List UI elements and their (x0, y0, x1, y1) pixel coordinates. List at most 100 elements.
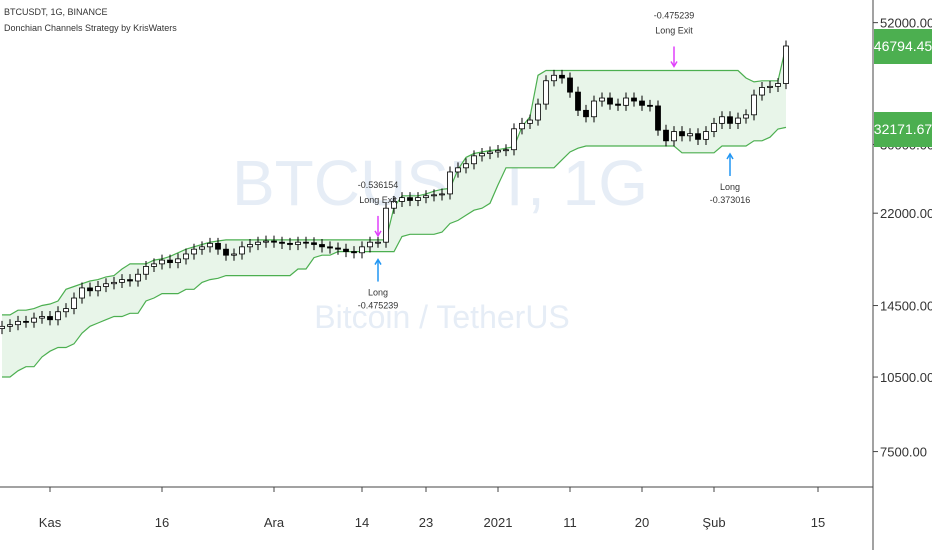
candle-body (775, 83, 781, 87)
candle-body (415, 197, 421, 201)
candle (255, 236, 261, 251)
candle-body (223, 248, 229, 256)
candle (711, 117, 717, 138)
time-tick-label: 2021 (484, 515, 513, 530)
time-tick-label: 20 (635, 515, 649, 530)
candle-body (183, 253, 189, 260)
candle-body (31, 317, 37, 323)
time-tick-label: Ara (264, 515, 285, 530)
candle-body (327, 246, 333, 249)
last-price-label-bg (874, 29, 932, 64)
candle-body (303, 241, 309, 244)
candle (247, 239, 253, 253)
candle-body (551, 74, 557, 82)
candle-body (335, 247, 341, 250)
candle-body (695, 133, 701, 140)
channel-price-label: 32171.67 (874, 121, 932, 137)
candle-body (727, 116, 733, 124)
candle (0, 320, 5, 335)
candle-body (567, 77, 573, 93)
candle-body (391, 201, 397, 209)
candle-body (735, 117, 741, 124)
candle-body (703, 131, 709, 140)
candle-body (471, 155, 477, 165)
long-value: -0.373016 (710, 195, 751, 205)
candle (15, 315, 21, 331)
candle (759, 82, 765, 101)
candle-body (247, 244, 253, 248)
candle-body (103, 283, 109, 287)
candle (127, 274, 133, 287)
long-exit-signal: -0.536154 Long Exit (358, 180, 398, 238)
candle-body (479, 153, 485, 157)
candle-body (383, 207, 389, 243)
candle-body (279, 241, 285, 244)
candle (207, 237, 213, 253)
symbol-title: BTCUSDT, 1G, BINANCE (4, 7, 108, 17)
candle (231, 248, 237, 261)
candle-body (311, 242, 317, 245)
candle-body (47, 316, 53, 321)
candle (527, 114, 533, 129)
exit-value: -0.475239 (654, 10, 695, 20)
exit-arrow-head (670, 61, 678, 68)
channel-lower-line (2, 126, 787, 378)
candle-body (95, 286, 101, 292)
candle (687, 128, 693, 142)
candle (399, 192, 405, 208)
candle (639, 95, 645, 111)
candle-body (623, 97, 629, 106)
candle (87, 282, 93, 297)
candle-body (679, 131, 685, 137)
candle-body (295, 241, 301, 245)
candle-body (351, 251, 357, 254)
long-entry-signal: Long -0.373016 (710, 152, 751, 205)
time-tick-label: 23 (419, 515, 433, 530)
candle (551, 69, 557, 87)
candle (671, 126, 677, 147)
candle (583, 104, 589, 123)
price-tick-label: 22000.00 (880, 206, 932, 221)
candle-body (343, 248, 349, 252)
candle-body (7, 324, 13, 327)
candle-body (23, 320, 29, 323)
candle (479, 148, 485, 162)
candle-body (127, 279, 133, 282)
candle (463, 158, 469, 174)
time-tick-label: 16 (155, 515, 169, 530)
candle (175, 253, 181, 269)
candle (415, 192, 421, 207)
strategy-title[interactable]: Donchian Channels Strategy by KrisWaters (4, 23, 177, 33)
candle (767, 80, 773, 94)
time-tick-label: 14 (355, 515, 369, 530)
candle (63, 303, 69, 318)
candle-body (719, 116, 725, 124)
candle-body (439, 193, 445, 196)
candle-body (463, 163, 469, 169)
candle-body (535, 103, 541, 121)
candle (575, 86, 581, 116)
time-tick-label: 11 (563, 515, 577, 530)
candle-body (271, 240, 277, 243)
candle-body (559, 74, 565, 79)
candle-body (39, 316, 45, 319)
candle-body (15, 320, 21, 326)
candle (543, 75, 549, 110)
time-axis: Kas 16 Ara 14 23 2021 11 20 Şub 15 (39, 487, 825, 530)
candle (743, 109, 749, 124)
candle-body (319, 244, 325, 248)
candle-body (135, 273, 141, 282)
candle-body (375, 241, 381, 244)
candle-body (207, 242, 213, 248)
candle (119, 274, 125, 288)
candle (503, 144, 509, 157)
candle-body (527, 119, 533, 124)
candle-body (63, 308, 69, 313)
candle (79, 282, 85, 304)
price-tick-label: 14500.00 (880, 299, 932, 314)
candle (703, 126, 709, 145)
candle-body (743, 114, 749, 119)
candle-body (647, 104, 653, 107)
candle (511, 123, 517, 156)
